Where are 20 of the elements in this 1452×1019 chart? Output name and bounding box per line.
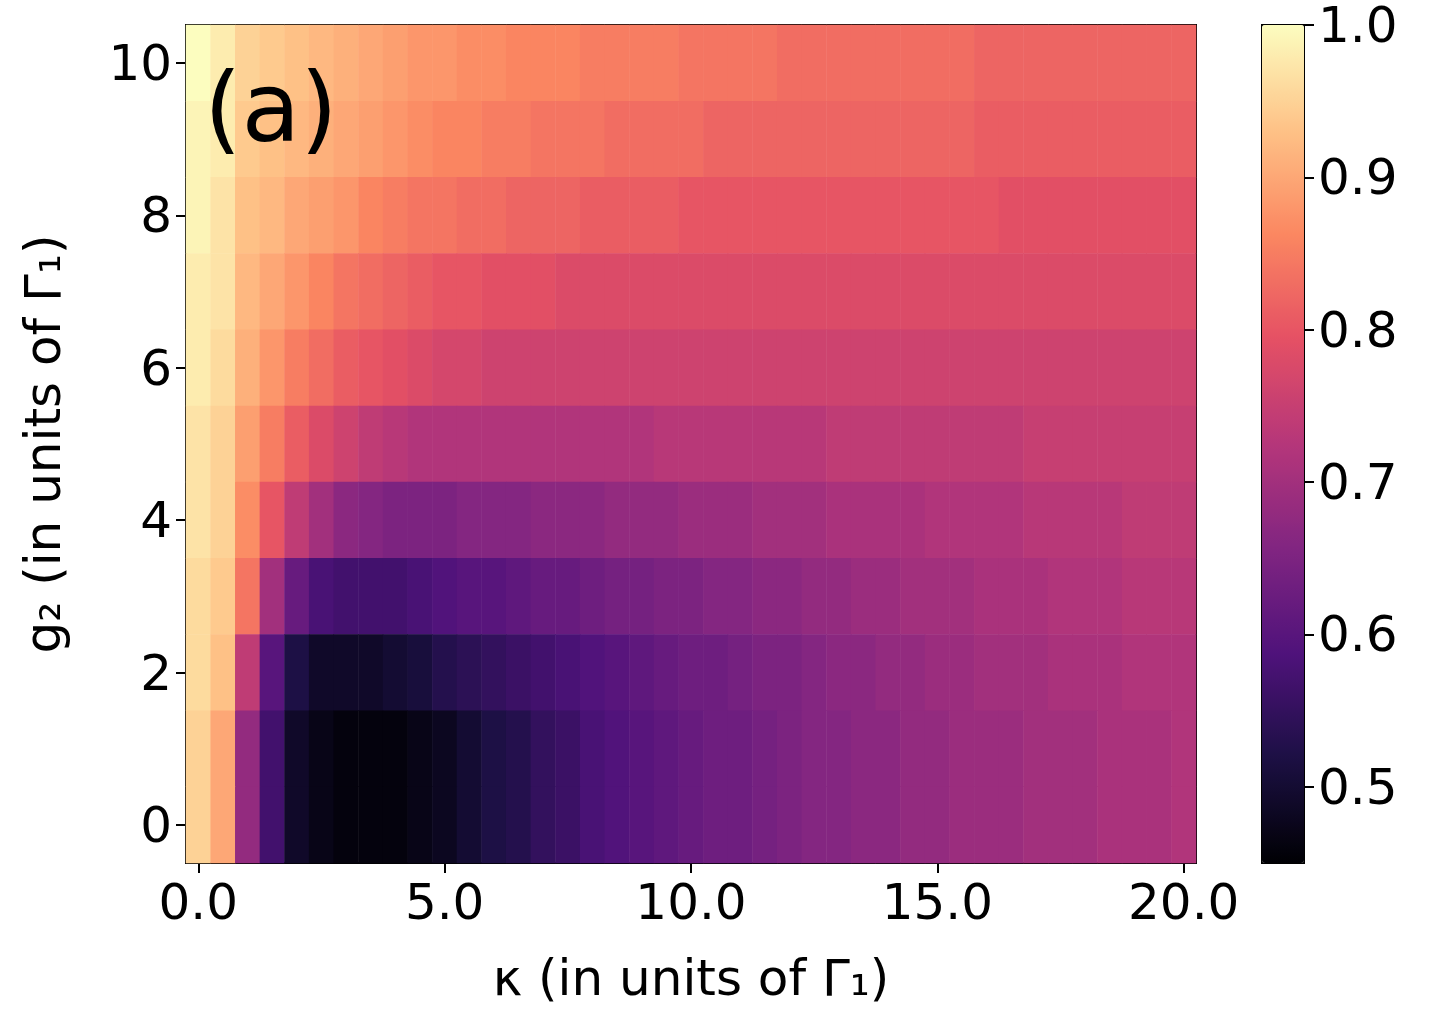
y-tick-label: 8 [140, 186, 172, 245]
x-tick-label: 20.0 [1128, 873, 1240, 931]
y-tick-label: 4 [140, 491, 172, 550]
x-tick-label: 10.0 [635, 873, 747, 931]
y-tick-label: 6 [140, 338, 172, 397]
color-bar-label: 0.8 [1318, 300, 1398, 359]
y-tick-label: 0 [140, 795, 172, 854]
y-tick-label: 2 [140, 643, 172, 702]
color-bar-label: 1.0 [1318, 0, 1398, 54]
annotation: (a) [204, 52, 338, 164]
x-tick-label: 0.0 [158, 873, 239, 931]
color-bar-label: 0.6 [1318, 605, 1398, 664]
color-bar-label: 0.5 [1318, 757, 1398, 816]
x-tick-label: 5.0 [404, 873, 485, 931]
color-bar-label: 0.9 [1318, 148, 1398, 207]
x-tick-label: 15.0 [881, 873, 994, 931]
color-bar-label: 0.7 [1318, 453, 1398, 512]
y-tick-label: 10 [108, 34, 172, 93]
y-axis-title: g₂ (in units of Γ₁) [14, 234, 72, 654]
x-axis-title: κ (in units of Γ₁) [492, 949, 890, 1007]
